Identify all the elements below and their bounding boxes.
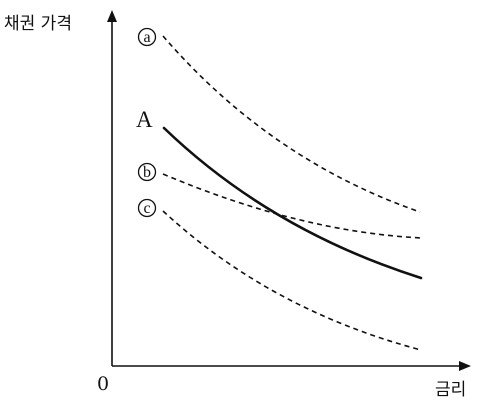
origin-label: 0 bbox=[97, 373, 109, 395]
y-axis-arrow bbox=[107, 10, 117, 22]
curve-label-a: a bbox=[137, 27, 157, 47]
curve-label-c: c bbox=[137, 198, 157, 218]
curve-A bbox=[162, 126, 423, 280]
curve-label-a-text: a bbox=[143, 29, 150, 46]
curve-label-A: A bbox=[136, 107, 153, 132]
curve-label-c-text: c bbox=[143, 200, 150, 217]
y-axis-label: 채권 가격 bbox=[4, 14, 72, 34]
curve-label-c-circle bbox=[137, 198, 157, 218]
curve-label-b: b bbox=[137, 162, 157, 182]
curve-c bbox=[162, 210, 422, 351]
x-axis-arrow bbox=[459, 361, 471, 371]
curve-a bbox=[162, 35, 421, 213]
curves bbox=[162, 35, 423, 351]
curve-label-b-text: b bbox=[143, 164, 151, 181]
axes bbox=[107, 10, 471, 371]
x-axis-label: 금리 bbox=[435, 380, 466, 400]
curve-b bbox=[162, 173, 423, 239]
curve-label-a-circle bbox=[137, 27, 157, 47]
curve-label-b-circle bbox=[137, 162, 157, 182]
